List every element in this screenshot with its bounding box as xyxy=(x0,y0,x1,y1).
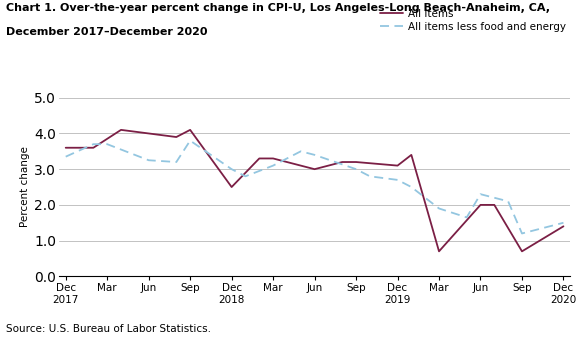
All items less food and energy xyxy=(90,142,97,146)
All items less food and energy xyxy=(366,174,373,178)
Text: December 2017–December 2020: December 2017–December 2020 xyxy=(6,27,208,37)
All items less food and energy xyxy=(297,149,304,153)
All items xyxy=(491,203,498,207)
All items less food and energy xyxy=(394,178,401,182)
All items xyxy=(353,160,360,164)
All items xyxy=(394,163,401,167)
All items less food and energy xyxy=(560,221,567,225)
All items xyxy=(145,131,152,135)
All items xyxy=(560,224,567,228)
All items less food and energy xyxy=(186,139,193,143)
All items xyxy=(228,185,235,189)
All items xyxy=(339,160,346,164)
Line: All items: All items xyxy=(66,130,563,251)
All items xyxy=(311,167,318,171)
All items less food and energy xyxy=(519,232,526,236)
All items less food and energy xyxy=(353,167,360,171)
All items xyxy=(173,135,180,139)
Text: Chart 1. Over-the-year percent change in CPI-U, Los Angeles-Long Beach-Anaheim, : Chart 1. Over-the-year percent change in… xyxy=(6,3,550,13)
All items less food and energy xyxy=(436,207,443,211)
All items less food and energy xyxy=(242,174,249,178)
All items less food and energy xyxy=(103,142,111,146)
All items less food and energy xyxy=(173,160,180,164)
All items xyxy=(186,128,193,132)
All items less food and energy xyxy=(228,167,235,171)
All items less food and energy xyxy=(505,199,512,203)
All items less food and energy xyxy=(62,155,69,159)
Text: Source: U.S. Bureau of Labor Statistics.: Source: U.S. Bureau of Labor Statistics. xyxy=(6,324,211,334)
Legend: All items, All items less food and energy: All items, All items less food and energ… xyxy=(376,5,570,36)
All items xyxy=(436,249,443,253)
All items xyxy=(519,249,526,253)
All items xyxy=(269,156,276,160)
All items xyxy=(118,128,125,132)
All items xyxy=(477,203,484,207)
All items xyxy=(90,146,97,150)
Line: All items less food and energy: All items less food and energy xyxy=(66,141,563,234)
Y-axis label: Percent change: Percent change xyxy=(20,147,30,227)
All items xyxy=(408,153,415,157)
All items less food and energy xyxy=(269,163,276,167)
All items xyxy=(62,146,69,150)
All items less food and energy xyxy=(463,215,470,219)
All items less food and energy xyxy=(477,192,484,196)
All items xyxy=(256,156,263,160)
All items less food and energy xyxy=(311,153,318,157)
All items less food and energy xyxy=(408,185,415,189)
All items less food and energy xyxy=(145,158,152,162)
